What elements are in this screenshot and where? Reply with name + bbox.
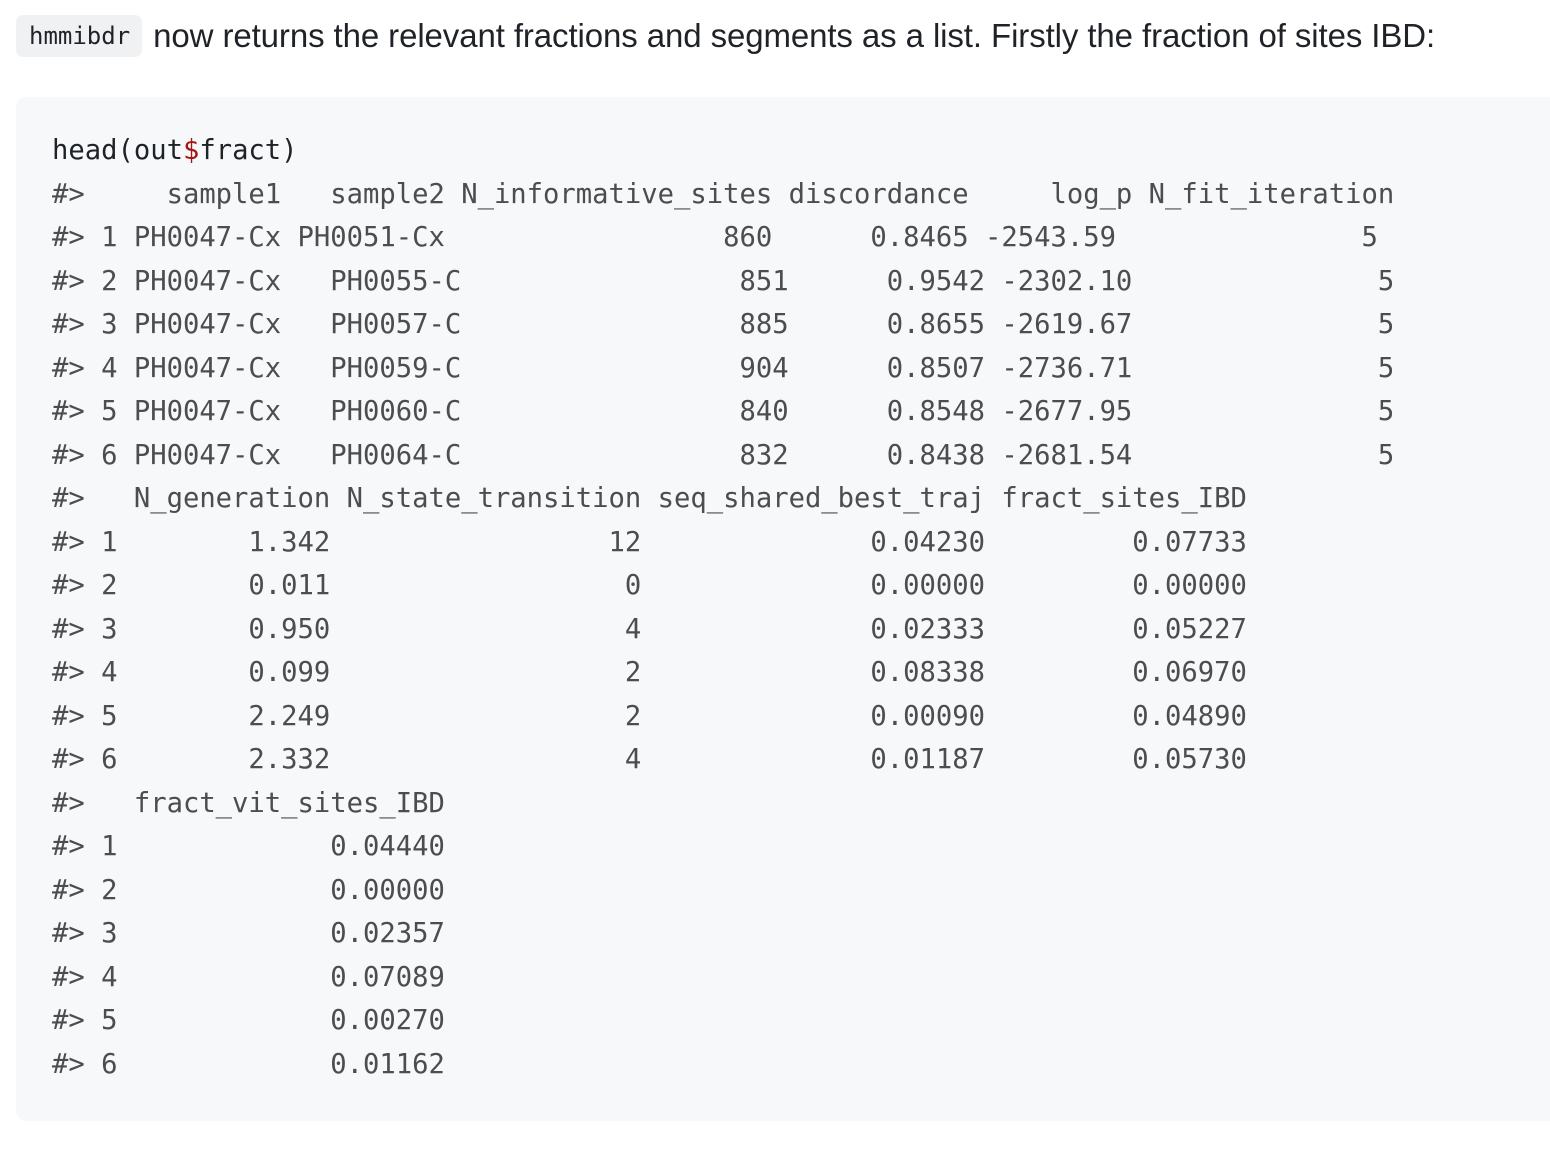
output-line: #> 2 0.011 0 0.00000 0.00000 [52, 570, 1247, 601]
output-line: #> 6 2.332 4 0.01187 0.05730 [52, 744, 1247, 775]
output-line: #> 1 PH0047-Cx PH0051-Cx 860 0.8465 -254… [52, 222, 1378, 253]
output-line: #> 2 PH0047-Cx PH0055-C 851 0.9542 -2302… [52, 265, 1395, 297]
output-line: #> 5 PH0047-Cx PH0060-C 840 0.8548 -2677… [52, 396, 1395, 427]
intro-text: now returns the relevant fractions and s… [153, 17, 1436, 54]
output-line: #> 4 0.07089 [52, 961, 445, 993]
output-line: #> 6 0.01162 [52, 1048, 445, 1080]
output-line: #> 3 PH0047-Cx PH0057-C 885 0.8655 -2619… [52, 309, 1395, 340]
inline-code-hmmibdr: hmmibdr [16, 15, 143, 57]
command-suffix: fract) [199, 135, 298, 166]
output-line: #> 4 0.099 2 0.08338 0.06970 [52, 657, 1247, 688]
output-line: #> 1 1.342 12 0.04230 0.07733 [52, 526, 1247, 558]
output-line: #> fract_vit_sites_IBD [52, 787, 445, 819]
output-line: #> N_generation N_state_transition seq_s… [52, 483, 1247, 514]
command-dollar: $ [182, 135, 200, 166]
output-line: #> 4 PH0047-Cx PH0059-C 904 0.8507 -2736… [52, 352, 1395, 384]
output-line: #> sample1 sample2 N_informative_sites d… [52, 178, 1395, 210]
code-block[interactable]: head(out$fract) #> sample1 sample2 N_info… [16, 97, 1550, 1121]
command-prefix: head(out [52, 135, 183, 166]
output-line: #> 3 0.950 4 0.02333 0.05227 [52, 613, 1247, 645]
intro-paragraph: hmmibdr now returns the relevant fractio… [16, 14, 1435, 58]
output-line: #> 3 0.02357 [52, 918, 445, 949]
code-output: head(out$fract) #> sample1 sample2 N_info… [52, 129, 1394, 1086]
output-line: #> 6 PH0047-Cx PH0064-C 832 0.8438 -2681… [52, 439, 1395, 471]
output-line: #> 5 0.00270 [52, 1005, 445, 1036]
code-command-line: head(out$fract) [52, 129, 1394, 173]
output-line: #> 5 2.249 2 0.00090 0.04890 [52, 700, 1247, 732]
output-line: #> 1 0.04440 [52, 831, 445, 862]
output-line: #> 2 0.00000 [52, 874, 445, 906]
